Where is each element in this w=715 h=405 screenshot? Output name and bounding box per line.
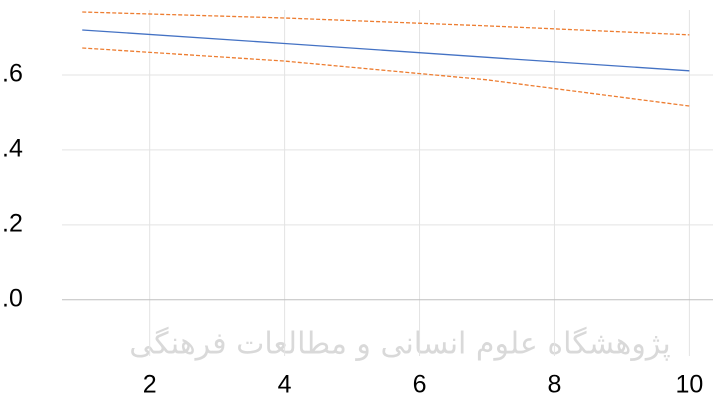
series-line	[82, 11, 690, 36]
x-tick-label: 4	[278, 371, 292, 399]
x-tick-label: 10	[675, 371, 703, 399]
y-tick-label: .2	[2, 209, 23, 237]
x-tick-label: 8	[548, 371, 562, 399]
y-tick-label: .0	[2, 284, 23, 312]
series-line	[82, 29, 690, 72]
series-line	[82, 47, 690, 107]
watermark: پژوهشگاه علوم انسانی و مطالعات فرهنگی	[129, 327, 671, 362]
y-tick-label: .4	[2, 135, 23, 163]
x-tick-label: 6	[413, 371, 427, 399]
y-tick-label: .6	[2, 60, 23, 88]
x-tick-label: 2	[143, 371, 157, 399]
